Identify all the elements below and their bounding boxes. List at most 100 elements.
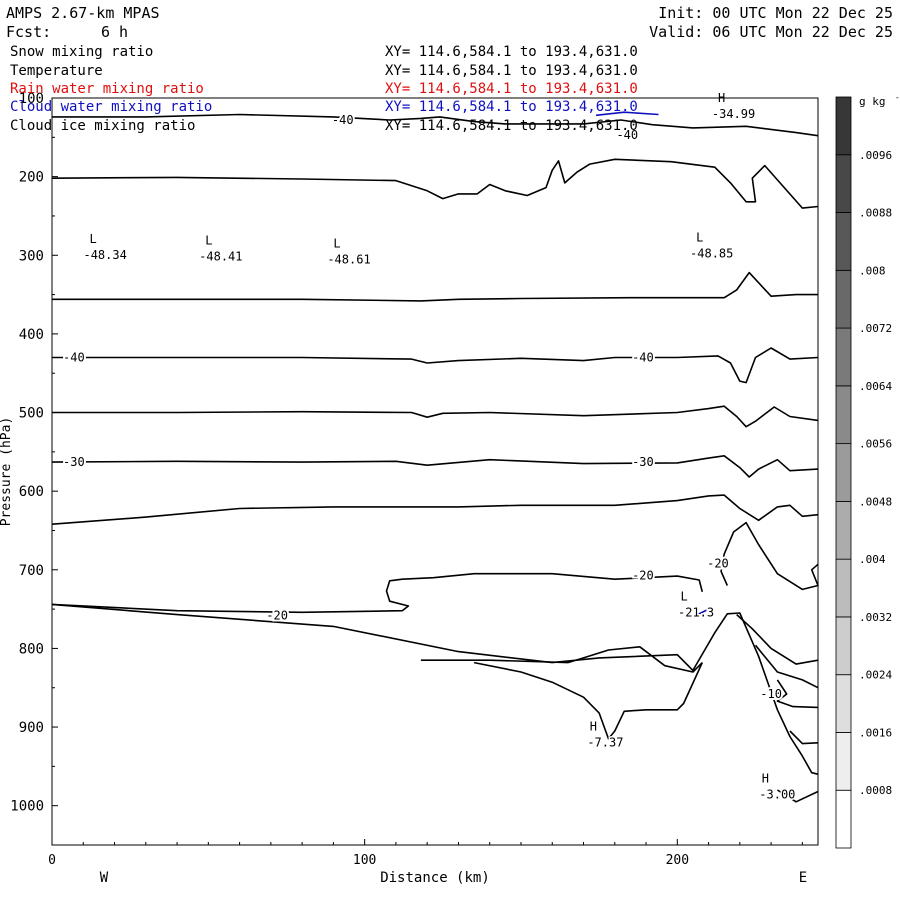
- colorbar-swatch: [835, 674, 852, 733]
- colorbar-tick-label: .0072: [859, 322, 892, 335]
- extremum-value: -48.34: [83, 248, 126, 262]
- extremum-value: -48.61: [327, 253, 370, 267]
- y-tick-label-300: 300: [19, 248, 44, 264]
- isotherm-label: -40: [63, 350, 85, 364]
- colorbar-tick-label: .0096: [859, 149, 892, 162]
- west-label: W: [100, 870, 109, 886]
- x-tick-label-200: 200: [666, 853, 689, 868]
- extremum-type-L: L: [696, 230, 703, 244]
- y-tick-label-900: 900: [19, 720, 44, 736]
- isotherm-640: [51, 494, 819, 525]
- model-title: AMPS 2.67-km MPAS: [6, 4, 160, 22]
- colorbar-tick-label: .004: [859, 553, 886, 566]
- isotherm-lower: [51, 603, 819, 775]
- isotherm-east-c: [776, 679, 819, 709]
- colorbar-swatch: [835, 212, 852, 271]
- isotherm-label: -10: [760, 687, 782, 701]
- isotherm-label: -20: [266, 608, 288, 622]
- colorbar-tick-label: .0048: [859, 495, 892, 508]
- extremum-type-L: L: [680, 590, 687, 604]
- extremum-type-L: L: [333, 237, 340, 251]
- y-tick-label-700: 700: [19, 563, 44, 579]
- colorbar-swatch: [835, 443, 852, 502]
- isotherm-east-e: [776, 789, 819, 803]
- isotherm-label: -20: [707, 556, 729, 570]
- isotherm-label: -30: [632, 455, 654, 469]
- field-name-cloud-water: Cloud water mixing ratio: [10, 99, 213, 115]
- isotherm-200: [51, 158, 819, 209]
- init-time: Init: 00 UTC Mon 22 Dec 25: [658, 4, 893, 22]
- field-xy-temperature: XY= 114.6,584.1 to 193.4,631.0: [385, 63, 638, 79]
- field-name-snow: Snow mixing ratio: [10, 44, 154, 60]
- y-tick-label-400: 400: [19, 327, 44, 343]
- isotherm-430: [52, 347, 819, 384]
- colorbar-swatch: [835, 558, 852, 618]
- plot-frame: [51, 97, 819, 846]
- isotherm-500: [52, 405, 819, 428]
- isotherm-east-b: [754, 644, 819, 689]
- colorbar-swatch: [835, 789, 852, 849]
- colorbar-swatch: [835, 732, 852, 791]
- isotherm-label: -30: [63, 455, 85, 469]
- colorbar-swatch: [835, 616, 852, 676]
- extremum-value: -21.3: [678, 606, 714, 620]
- isotherm-upper-a: [52, 113, 819, 137]
- colorbar-tick-label: .0008: [859, 784, 892, 797]
- east-label: E: [799, 870, 807, 886]
- field-xy-rain: XY= 114.6,584.1 to 193.4,631.0: [385, 81, 638, 97]
- colorbar-tick-label: .0016: [859, 726, 892, 739]
- colorbar-tick-label: .0056: [859, 438, 892, 451]
- cloud-water-top: [595, 111, 659, 117]
- forecast-hours: 6 h: [101, 23, 129, 41]
- colorbar-unit-exponent: -1: [895, 93, 900, 102]
- isotherm-label: -40: [332, 113, 354, 127]
- isotherm-563: [51, 455, 819, 478]
- x-axis-title: Distance (km): [380, 870, 490, 886]
- field-name-cloud-ice: Cloud ice mixing ratio: [10, 118, 196, 134]
- isotherm-m20: [51, 572, 704, 614]
- y-tick-label-600: 600: [19, 484, 44, 500]
- colorbar-swatch: [835, 385, 852, 445]
- y-axis-title: Pressure (hPa): [0, 417, 14, 527]
- colorbar-swatch: [835, 327, 852, 387]
- field-xy-cloud-ice: XY= 114.6,584.1 to 193.4,631.0: [385, 118, 638, 134]
- y-tick-label-800: 800: [19, 641, 44, 657]
- colorbar-swatch: [835, 500, 852, 560]
- field-name-rain: Rain water mixing ratio: [10, 81, 204, 97]
- y-tick-label-200: 200: [19, 170, 44, 186]
- forecast-label: Fcst:: [6, 23, 52, 41]
- extremum-value: -7.37: [587, 735, 623, 749]
- isotherm-label: -40: [616, 128, 638, 142]
- isotherm-350: [52, 271, 818, 302]
- extremum-type-H: H: [590, 719, 597, 733]
- valid-time: Valid: 06 UTC Mon 22 Dec 25: [649, 23, 893, 41]
- field-xy-cloud-water: XY= 114.6,584.1 to 193.4,631.0: [385, 99, 638, 115]
- isotherm-east-d: [789, 730, 819, 745]
- y-tick-label-500: 500: [19, 406, 44, 422]
- isotherm-label: -40: [632, 350, 654, 364]
- extremum-value: -34.99: [712, 107, 755, 121]
- colorbar-tick-label: .0024: [859, 669, 892, 682]
- y-tick-label-100: 100: [19, 91, 44, 107]
- colorbar-tick-label: .0088: [859, 207, 892, 220]
- colorbar-swatch: [835, 269, 852, 329]
- x-tick-label-0: 0: [48, 853, 56, 868]
- cloud-water-mid: [692, 608, 709, 618]
- extremum-value: -48.85: [690, 246, 733, 260]
- isotherm-bottom: [473, 661, 704, 740]
- extremum-type-H: H: [762, 771, 769, 785]
- extremum-type-L: L: [205, 233, 212, 247]
- isotherm-east-a: [736, 614, 819, 665]
- field-name-temperature: Temperature: [10, 63, 103, 79]
- isotherm-label: -20: [632, 568, 654, 582]
- colorbar-unit: g kg: [859, 95, 886, 108]
- y-tick-label-1000: 1000: [10, 799, 44, 815]
- colorbar-tick-label: .008: [859, 264, 886, 277]
- isotherm-inner: [420, 646, 703, 673]
- extremum-type-H: H: [718, 91, 725, 105]
- x-tick-label-100: 100: [353, 853, 376, 868]
- extremum-value: -3.00: [759, 787, 795, 801]
- isotherm-east-m20: [720, 521, 819, 591]
- colorbar-swatch: [835, 154, 852, 213]
